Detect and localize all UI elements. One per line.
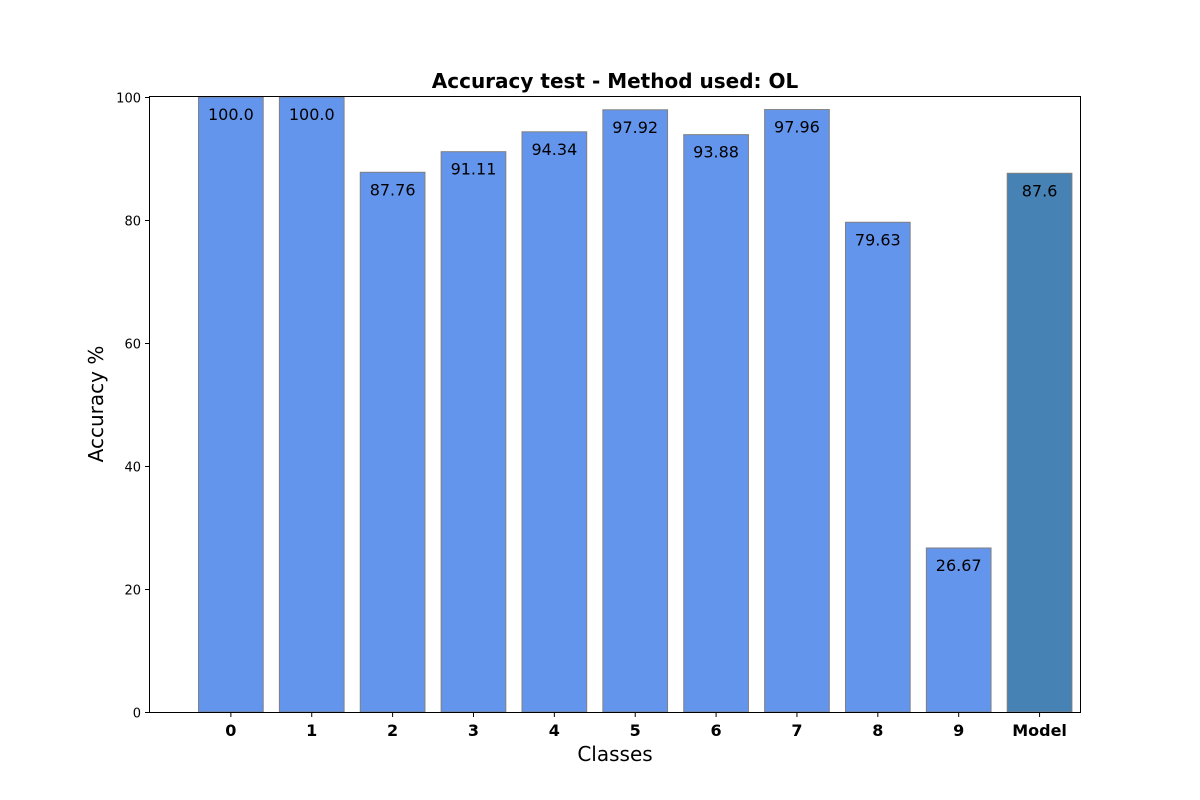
x-tick-label: 7: [791, 721, 802, 740]
y-tick-label: 20: [124, 584, 141, 599]
y-tick-label: 80: [124, 215, 141, 230]
data-label: 97.96: [774, 118, 820, 137]
y-tick-label: 40: [124, 461, 141, 476]
data-label: 100.0: [208, 105, 254, 124]
plot-frame: [149, 96, 1081, 713]
x-tick-label: 3: [468, 721, 479, 740]
data-label: 26.67: [936, 556, 982, 575]
bar-class-1: [278, 96, 345, 713]
y-tick-label: 100: [116, 92, 141, 107]
data-label: 87.76: [370, 180, 416, 199]
data-label: 91.11: [451, 160, 497, 179]
y-tick-label: 0: [133, 707, 141, 722]
bar-class-2: [359, 171, 426, 713]
bar-class-0: [198, 96, 264, 713]
x-tick-label: 6: [711, 721, 722, 740]
x-axis: 0 1 2 3 4 5 6 7 8 9 Model: [225, 712, 1067, 740]
bar-class-4: [521, 131, 588, 713]
y-axis-label: Accuracy %: [84, 346, 108, 463]
data-label: 100.0: [289, 105, 335, 124]
x-tick-label: 0: [225, 721, 236, 740]
x-tick-label: 2: [387, 721, 398, 740]
x-tick-label: 9: [953, 721, 964, 740]
y-tick-label: 60: [124, 338, 141, 353]
bar-class-6: [683, 134, 749, 713]
bar-class-7: [764, 109, 830, 713]
x-tick-label: 5: [630, 721, 641, 740]
x-tick-label: 4: [549, 721, 560, 740]
bars: 100.0 100.0 87.76 91.11 94.34 97.92 93.88 97.96…: [198, 96, 1073, 713]
bar-class-5: [602, 109, 669, 713]
bar-class-3: [440, 151, 507, 713]
data-label: 87.6: [1022, 181, 1058, 200]
y-axis: 0 20 40 60 80 100: [116, 92, 150, 722]
x-tick-label: Model: [1012, 721, 1067, 740]
data-label: 79.63: [855, 230, 901, 249]
x-tick-label: 8: [872, 721, 883, 740]
bar-model: [1006, 172, 1073, 713]
x-tick-label: 1: [306, 721, 317, 740]
data-label: 94.34: [531, 140, 577, 159]
bar-class-8: [844, 221, 911, 713]
data-label: 93.88: [693, 143, 739, 162]
x-axis-label: Classes: [577, 742, 652, 766]
data-label: 97.92: [612, 118, 658, 137]
chart-title: Accuracy test - Method used: OL: [432, 69, 799, 93]
